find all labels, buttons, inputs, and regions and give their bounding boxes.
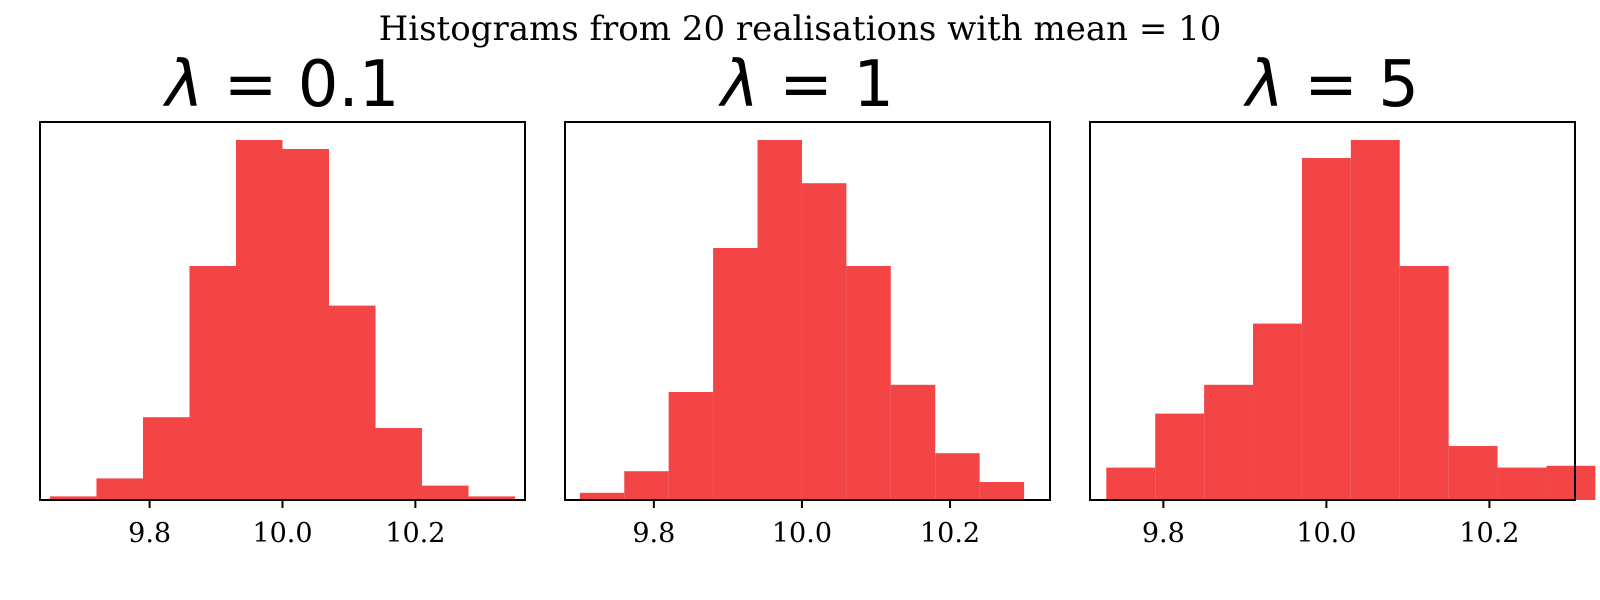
histogram-bar: [1301, 158, 1351, 500]
lambda-symbol: λ: [163, 48, 204, 122]
histogram-bar: [96, 478, 143, 500]
histogram-bars: [49, 140, 516, 500]
x-tick-label: 9.8: [128, 518, 171, 549]
histogram-bar: [979, 482, 1025, 500]
histogram-bar: [1253, 323, 1302, 500]
histogram-bar: [1350, 140, 1400, 500]
histogram-bar: [1204, 384, 1254, 500]
histogram-bar: [49, 496, 97, 500]
axes-frame: [1089, 121, 1576, 501]
equals-sign: =: [1284, 48, 1378, 122]
equals-sign: =: [759, 48, 853, 122]
x-tick-label: 9.8: [1142, 518, 1185, 549]
lambda-symbol: λ: [718, 48, 759, 122]
x-tick-label: 10.2: [385, 518, 445, 549]
histogram-bar: [890, 384, 936, 500]
x-tick-label: 10.0: [1296, 518, 1356, 549]
lambda-value: 5: [1378, 48, 1419, 122]
histogram-bar: [282, 149, 330, 500]
lambda-symbol: λ: [1243, 48, 1284, 122]
histogram-bar: [329, 305, 376, 500]
lambda-value: 1: [853, 48, 894, 122]
panels: λ = 0.1 9.8 10.0 10.2 λ = 1 9.8 10.0 10.2 λ = 5 9…: [39, 48, 1596, 549]
histogram-bar: [1399, 266, 1449, 500]
histogram-bar: [189, 266, 236, 500]
axes-frame: [564, 121, 1051, 501]
histogram-bar: [713, 248, 758, 500]
histogram-bar: [1546, 465, 1596, 500]
x-tick-label: 10.0: [252, 518, 312, 549]
lambda-value: 0.1: [298, 48, 400, 122]
histogram-bar: [375, 428, 423, 500]
histogram-bar: [846, 266, 891, 500]
histogram-bars: [579, 140, 1025, 500]
histogram-bar: [142, 417, 190, 500]
panel-title: λ = 5: [1243, 48, 1419, 122]
panel-title: λ = 1: [718, 48, 894, 122]
histogram-bar: [468, 496, 516, 500]
figure-suptitle: Histograms from 20 realisations with mea…: [379, 9, 1222, 49]
histogram-bar: [1448, 446, 1498, 500]
histogram-bar: [1155, 413, 1205, 500]
x-tick-label: 9.8: [632, 518, 675, 549]
panel-title: λ = 0.1: [163, 48, 400, 122]
histogram-bar: [668, 392, 714, 500]
histogram-bar: [1106, 467, 1156, 500]
histogram-bar: [235, 140, 283, 500]
histogram-bar: [935, 453, 980, 500]
x-tick-label: 10.2: [1459, 518, 1519, 549]
panel-2: λ = 1 9.8 10.0 10.2: [564, 48, 1051, 549]
histogram-bars: [1106, 140, 1596, 500]
panel-1: λ = 0.1 9.8 10.0 10.2: [39, 48, 526, 549]
equals-sign: =: [203, 48, 297, 122]
histogram-bar: [422, 485, 469, 500]
x-tick-label: 10.0: [772, 518, 832, 549]
histogram-bar: [579, 492, 625, 500]
histogram-bar: [757, 140, 802, 500]
panel-3: λ = 5 9.8 10.0 10.2: [1089, 48, 1596, 549]
histogram-bar: [1497, 467, 1547, 500]
histogram-bar: [624, 471, 669, 500]
histogram-bar: [801, 183, 847, 500]
x-tick-label: 10.2: [920, 518, 980, 549]
